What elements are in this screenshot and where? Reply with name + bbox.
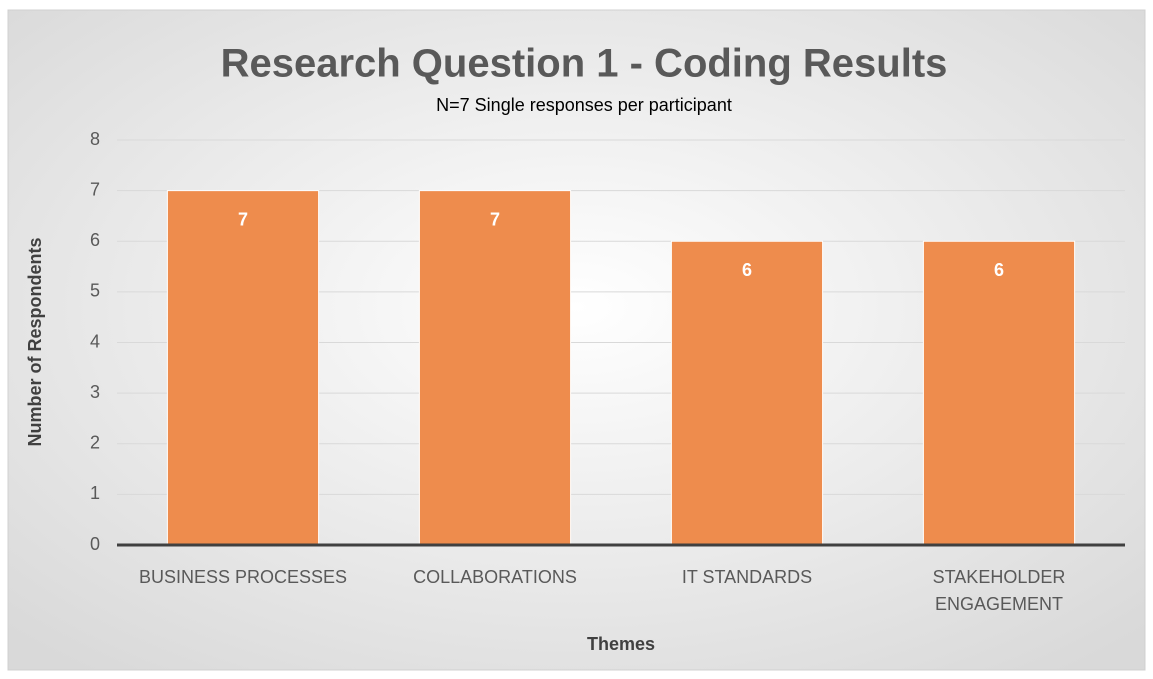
y-tick-label: 1: [90, 483, 100, 503]
data-label: 7: [238, 209, 248, 229]
x-tick-label: STAKEHOLDER ENGAGEMENT: [933, 567, 1066, 614]
y-tick-label: 5: [90, 281, 100, 301]
y-tick-label: 8: [90, 129, 100, 149]
y-tick-label: 6: [90, 230, 100, 250]
x-tick-label: COLLABORATIONS: [413, 567, 577, 587]
x-tick-label: BUSINESS PROCESSES: [139, 567, 347, 587]
y-tick-label: 7: [90, 179, 100, 199]
bar: [418, 190, 572, 546]
y-tick-label: 2: [90, 433, 100, 453]
x-tick-label: IT STANDARDS: [682, 567, 812, 587]
y-axis-label: Number of Respondents: [25, 237, 45, 446]
y-tick-label: 0: [90, 534, 100, 554]
data-label: 6: [994, 260, 1004, 280]
data-label: 6: [742, 260, 752, 280]
x-axis-label: Themes: [587, 634, 655, 654]
y-tick-label: 4: [90, 331, 100, 351]
bar: [922, 240, 1076, 546]
y-tick-label: 3: [90, 382, 100, 402]
bar: [166, 190, 320, 546]
bar: [670, 240, 824, 546]
chart-subtitle: N=7 Single responses per participant: [436, 95, 732, 115]
data-label: 7: [490, 209, 500, 229]
chart-title: Research Question 1 - Coding Results: [221, 42, 948, 86]
